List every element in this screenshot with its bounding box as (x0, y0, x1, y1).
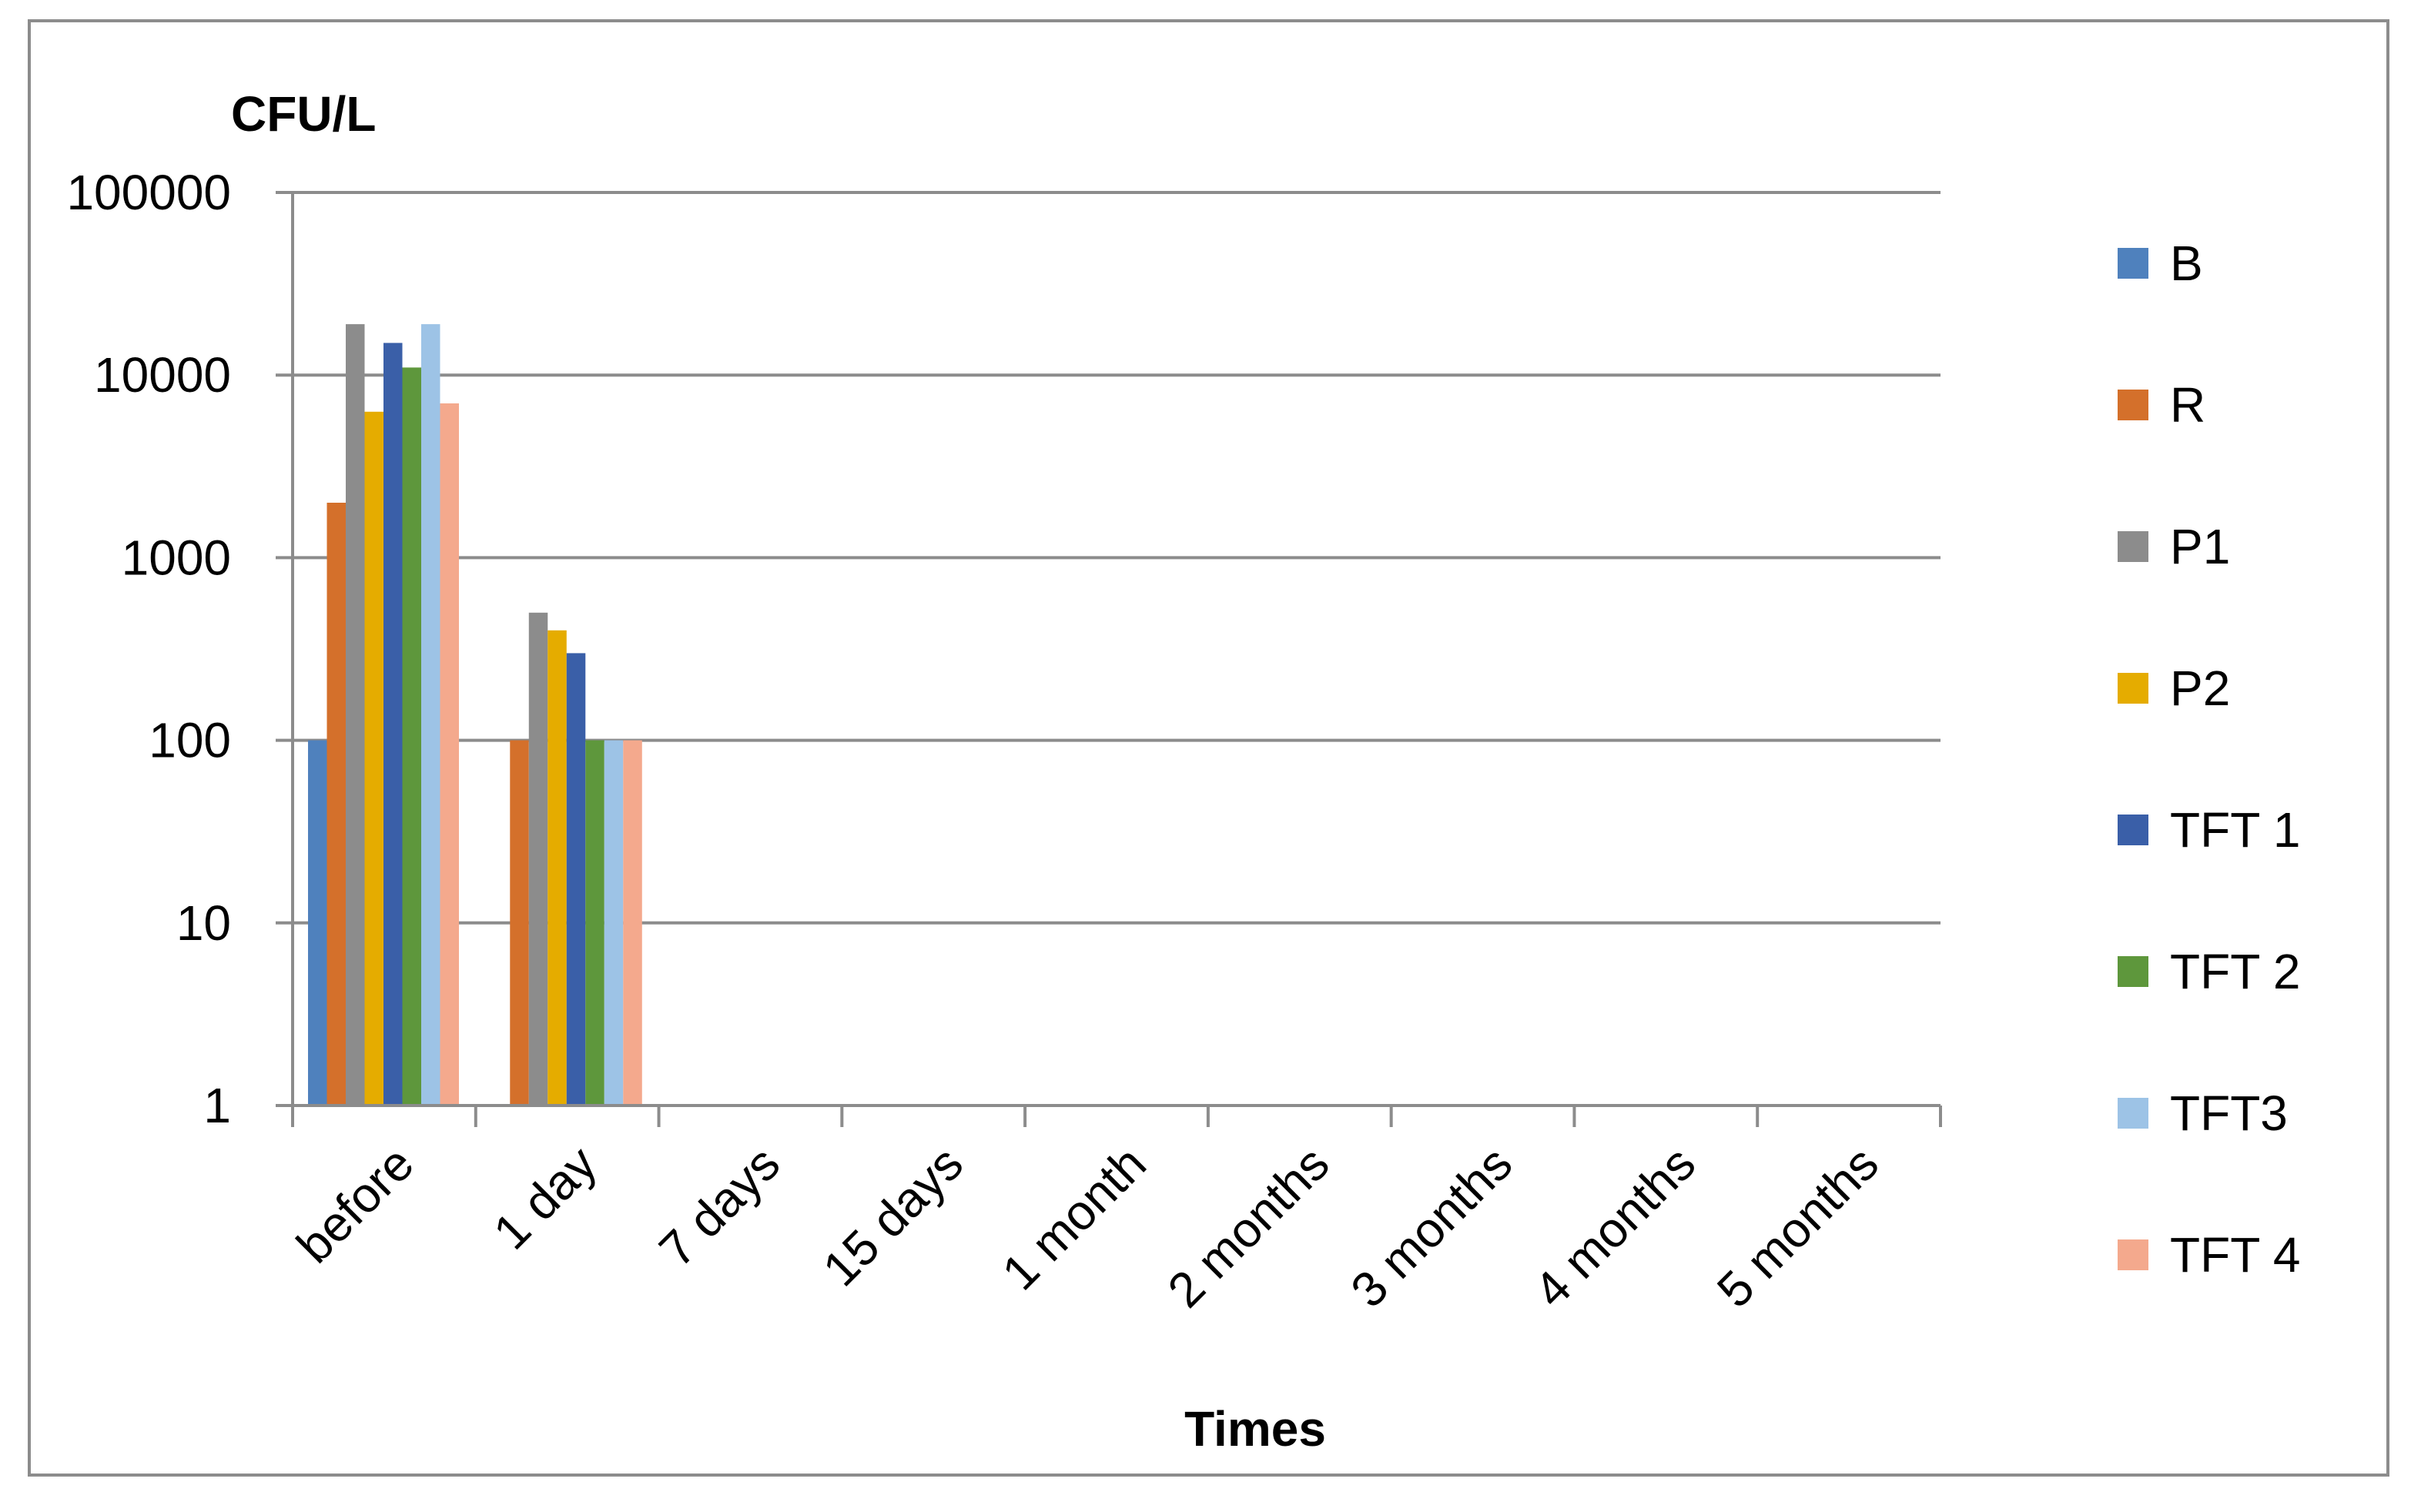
y-tick-label: 100 (149, 713, 231, 768)
bar (326, 502, 346, 1106)
legend-label: P2 (2170, 661, 2230, 716)
bar (528, 612, 548, 1106)
legend-swatch (2118, 531, 2148, 562)
legend-label: TFT 4 (2170, 1227, 2301, 1283)
bar (510, 740, 529, 1106)
bar (547, 630, 567, 1106)
y-tick-label: 1 (203, 1078, 231, 1133)
legend-swatch (2118, 815, 2148, 845)
legend-swatch (2118, 1239, 2148, 1270)
bar (440, 403, 459, 1106)
legend-label: TFT 1 (2170, 802, 2301, 858)
bar (623, 740, 642, 1106)
legend-label: P1 (2170, 519, 2230, 574)
legend-label: TFT 2 (2170, 944, 2301, 999)
bar (364, 411, 383, 1106)
bar (604, 740, 624, 1106)
legend: B R P1 P2 TFT 1 TFT 2 TFT3 TFT 4 (2118, 236, 2301, 1283)
legend-swatch (2118, 956, 2148, 987)
y-tick-label: 10000 (94, 347, 231, 403)
x-axis-title: Times (1184, 1401, 1326, 1457)
bar (346, 324, 365, 1106)
bar (402, 367, 421, 1106)
legend-swatch (2118, 248, 2148, 279)
legend-label: R (2170, 377, 2205, 433)
legend-swatch (2118, 390, 2148, 420)
y-tick-label: 1000 (122, 530, 231, 585)
bar (585, 740, 604, 1106)
bar (383, 343, 403, 1106)
legend-swatch (2118, 673, 2148, 704)
bar (421, 324, 440, 1106)
bar (566, 653, 586, 1106)
y-axis-title: CFU/L (231, 86, 376, 142)
legend-label: TFT3 (2170, 1085, 2288, 1141)
y-tick-label: 10 (176, 895, 231, 951)
legend-label: B (2170, 236, 2203, 291)
bar (308, 740, 327, 1106)
legend-swatch (2118, 1098, 2148, 1129)
y-tick-label: 100000 (66, 165, 231, 220)
bars (308, 324, 642, 1106)
